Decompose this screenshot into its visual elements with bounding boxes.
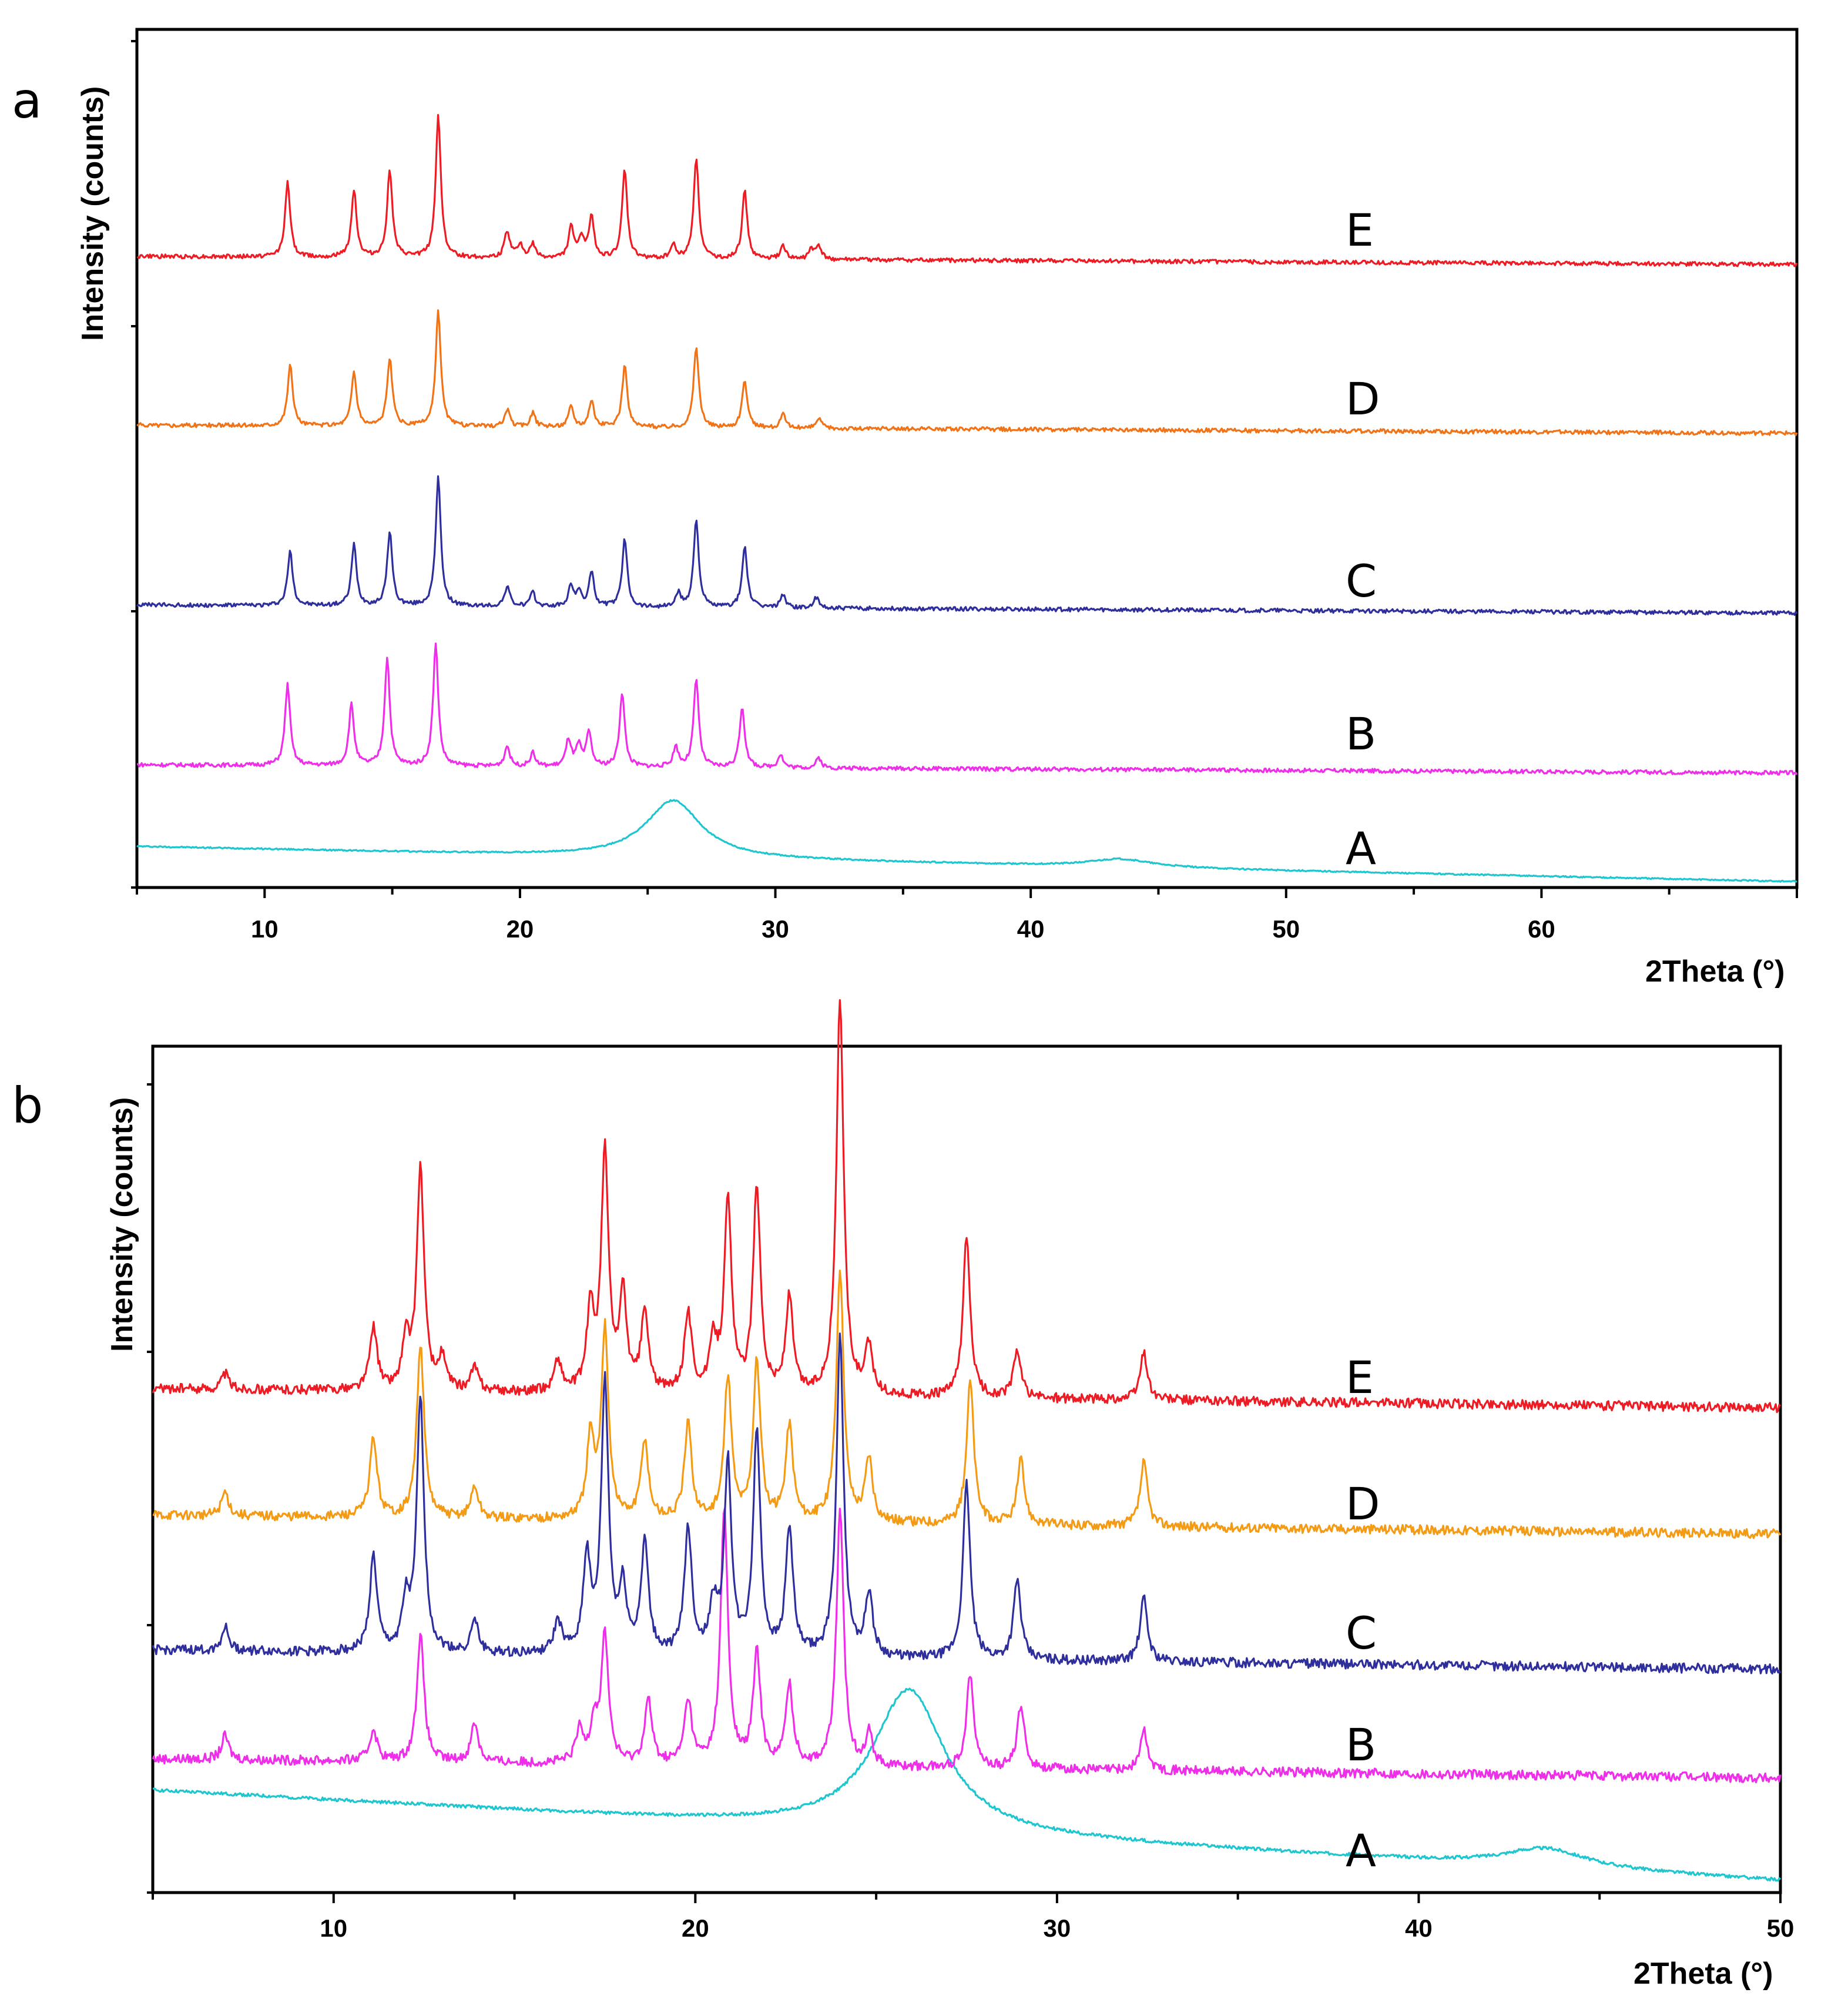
x-tick-label: 10: [320, 1914, 347, 1942]
panel-a-frame: [135, 28, 1799, 889]
series-A-label: A: [1346, 1824, 1376, 1877]
series-C-trace: [136, 475, 1798, 616]
panel-b-xlabel: 2Theta (°): [1634, 1957, 1773, 1991]
x-tick-label: 40: [1405, 1914, 1433, 1942]
panel-b-frame: [151, 1044, 1782, 1894]
panel-a-letter: a: [12, 72, 42, 129]
x-tick-label: 30: [762, 915, 789, 943]
panel-b-ticks: 10 20 30 40 50: [147, 1083, 1795, 1942]
series-C-label: C: [1346, 1607, 1377, 1659]
x-tick-label: 20: [507, 915, 534, 943]
series-D-trace: [152, 1270, 1782, 1539]
panel-a-ticks: 10 20 30 40 50 60: [131, 40, 1798, 943]
panel-a-xlabel: 2Theta (°): [1645, 955, 1785, 989]
panel-b-ylabel: Intensity (counts): [105, 1097, 139, 1352]
x-tick-label: 50: [1767, 1914, 1795, 1942]
panel-b-traces: A B C D E: [152, 999, 1782, 1882]
series-D-trace: [136, 309, 1798, 436]
series-B-trace: [136, 642, 1798, 776]
x-tick-label: 60: [1528, 915, 1555, 943]
x-tick-label: 40: [1017, 915, 1045, 943]
x-tick-label: 20: [682, 1914, 709, 1942]
series-A-trace: [152, 1687, 1782, 1882]
series-C-label: C: [1346, 555, 1377, 607]
series-B-trace: [152, 1507, 1782, 1784]
series-E-label: E: [1346, 1351, 1374, 1404]
series-D-label: D: [1346, 373, 1380, 425]
panel-a-ylabel: Intensity (counts): [76, 86, 110, 341]
series-E-trace: [136, 114, 1798, 267]
series-E-label: E: [1346, 204, 1374, 256]
series-B-label: B: [1346, 708, 1376, 760]
series-D-label: D: [1346, 1478, 1380, 1530]
series-B-label: B: [1346, 1719, 1376, 1771]
x-tick-label: 10: [251, 915, 279, 943]
series-A-label: A: [1346, 822, 1376, 875]
panel-b-letter: b: [12, 1077, 43, 1134]
x-tick-label: 50: [1272, 915, 1300, 943]
panel-a-traces: A B C D E: [136, 114, 1798, 883]
series-E-trace: [152, 999, 1782, 1414]
series-A-trace: [136, 799, 1797, 883]
x-tick-label: 30: [1044, 1914, 1071, 1942]
series-C-trace: [152, 1332, 1782, 1675]
